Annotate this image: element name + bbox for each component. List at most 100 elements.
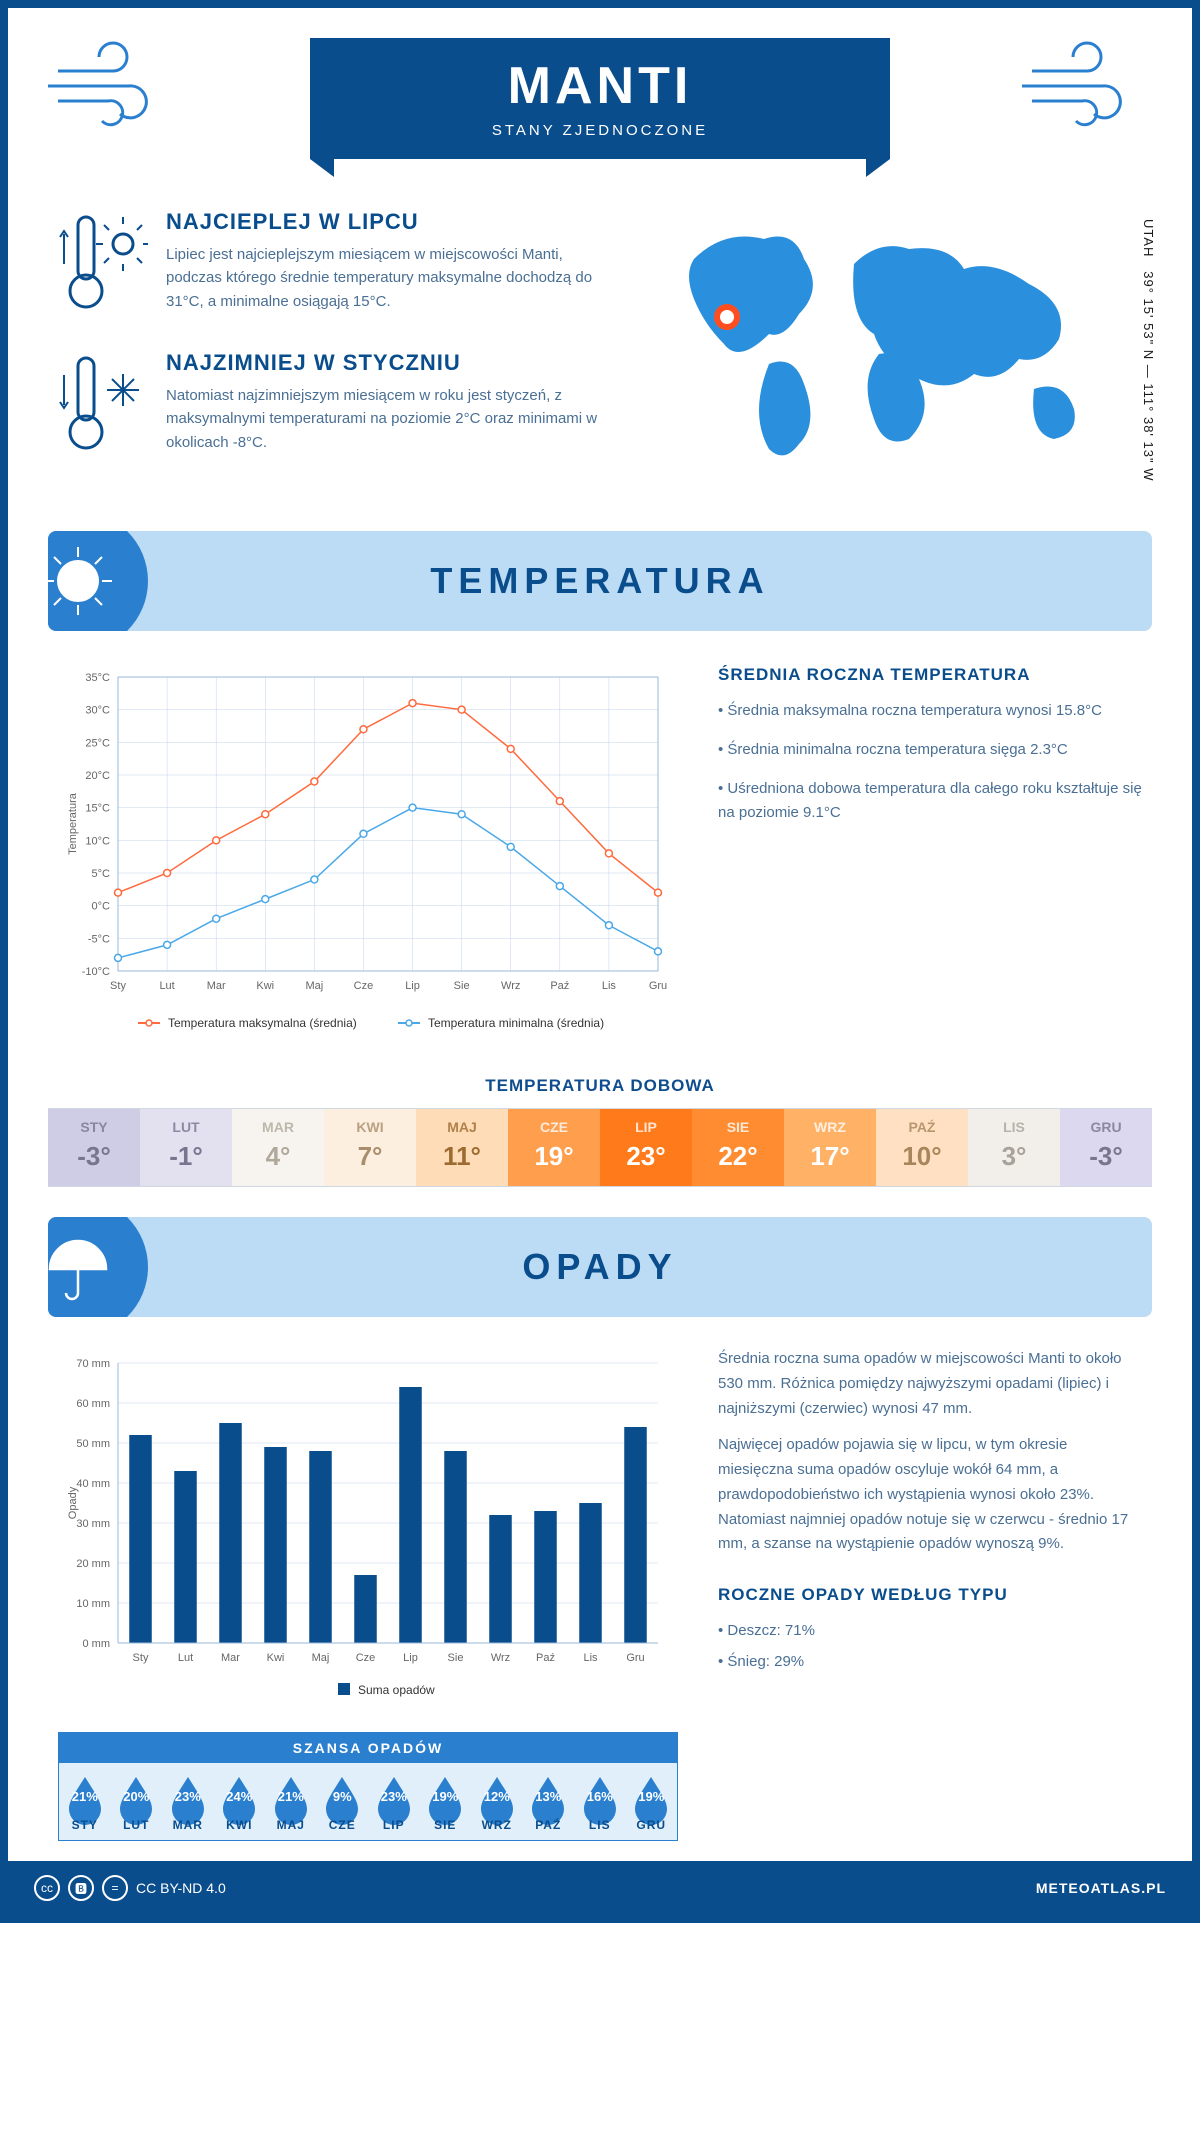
intro-facts: NAJCIEPLEJ W LIPCU Lipiec jest najcieple… (58, 209, 615, 491)
svg-text:50 mm: 50 mm (76, 1438, 110, 1450)
daily-temp-cell: WRZ17° (784, 1109, 876, 1186)
svg-text:40 mm: 40 mm (76, 1478, 110, 1490)
country-subtitle: STANY ZJEDNOCZONE (390, 122, 810, 139)
daily-temp-cell: STY-3° (48, 1109, 140, 1186)
umbrella-icon (48, 1217, 148, 1317)
svg-text:Lip: Lip (405, 980, 420, 992)
svg-text:Lut: Lut (159, 980, 174, 992)
svg-text:Opady: Opady (67, 1486, 79, 1519)
svg-text:Temperatura minimalna (średnia: Temperatura minimalna (średnia) (428, 1016, 604, 1030)
svg-text:Mar: Mar (221, 1652, 240, 1664)
svg-text:30°C: 30°C (85, 705, 110, 717)
fact-title: NAJZIMNIEJ W STYCZNIU (166, 350, 615, 376)
chance-cell: 20% LUT (111, 1763, 163, 1840)
region-label: UTAH (1141, 219, 1156, 257)
section-head-temperature: TEMPERATURA (48, 531, 1152, 631)
svg-text:10°C: 10°C (85, 835, 110, 847)
svg-text:35°C: 35°C (85, 672, 110, 684)
svg-text:Paź: Paź (536, 1652, 555, 1664)
chance-cell: 13% PAŹ (523, 1763, 575, 1840)
world-map: UTAH 39° 15' 53" N — 111° 38' 13" W (635, 209, 1142, 491)
chance-cell: 23% MAR (162, 1763, 214, 1840)
svg-text:Suma opadów: Suma opadów (358, 1683, 435, 1697)
svg-text:30 mm: 30 mm (76, 1518, 110, 1530)
svg-text:Lip: Lip (403, 1652, 418, 1664)
daily-temp-cell: MAJ11° (416, 1109, 508, 1186)
chance-cell: 21% STY (59, 1763, 111, 1840)
header: MANTI STANY ZJEDNOCZONE (8, 8, 1192, 179)
svg-text:Lis: Lis (602, 980, 617, 992)
infographic-frame: MANTI STANY ZJEDNOCZONE NAJCIEPLEJ W LIP… (0, 0, 1200, 1923)
chance-cell: 21% MAJ (265, 1763, 317, 1840)
precipitation-text: Średnia roczna suma opadów w miejscowośc… (718, 1347, 1142, 1841)
footer: cc 🅱 = CC BY-ND 4.0 METEOATLAS.PL (8, 1861, 1192, 1915)
svg-text:70 mm: 70 mm (76, 1358, 110, 1370)
chance-cell: 19% GRU (626, 1763, 678, 1840)
license-text: CC BY-ND 4.0 (136, 1880, 226, 1896)
license-badge: cc 🅱 = CC BY-ND 4.0 (34, 1875, 226, 1901)
svg-text:Kwi: Kwi (267, 1652, 285, 1664)
daily-temp-cell: LIP23° (600, 1109, 692, 1186)
svg-text:Gru: Gru (649, 980, 667, 992)
svg-text:Kwi: Kwi (256, 980, 274, 992)
fact-title: NAJCIEPLEJ W LIPCU (166, 209, 615, 235)
svg-text:Sty: Sty (133, 1652, 149, 1664)
chance-table: SZANSA OPADÓW 21% STY 20% LUT 23% MAR 24… (58, 1732, 678, 1841)
daily-temp-cell: PAŹ10° (876, 1109, 968, 1186)
title-banner: MANTI STANY ZJEDNOCZONE (310, 38, 890, 159)
svg-text:-5°C: -5°C (88, 933, 110, 945)
chance-cell: 16% LIS (574, 1763, 626, 1840)
svg-text:Sty: Sty (110, 980, 126, 992)
temperature-row: -10°C-5°C0°C5°C10°C15°C20°C25°C30°C35°CS… (8, 651, 1192, 1066)
svg-text:15°C: 15°C (85, 803, 110, 815)
temperature-line-chart: -10°C-5°C0°C5°C10°C15°C20°C25°C30°C35°CS… (58, 661, 678, 1046)
daily-temp-table: STY-3°LUT-1°MAR4°KWI7°MAJ11°CZE19°LIP23°… (48, 1108, 1152, 1187)
svg-text:Wrz: Wrz (491, 1652, 510, 1664)
wind-icon (48, 36, 178, 141)
daily-temp-cell: MAR4° (232, 1109, 324, 1186)
svg-text:5°C: 5°C (92, 868, 111, 880)
daily-temp-cell: SIE22° (692, 1109, 784, 1186)
section-title: OPADY (48, 1246, 1152, 1288)
svg-text:Sie: Sie (448, 1652, 464, 1664)
svg-text:Cze: Cze (354, 980, 374, 992)
svg-text:20 mm: 20 mm (76, 1558, 110, 1570)
site-brand: METEOATLAS.PL (1036, 1880, 1166, 1896)
precipitation-row: 0 mm10 mm20 mm30 mm40 mm50 mm60 mm70 mmS… (8, 1337, 1192, 1861)
stats-title: ŚREDNIA ROCZNA TEMPERATURA (718, 661, 1142, 689)
chance-cell: 23% LIP (368, 1763, 420, 1840)
svg-text:Sie: Sie (454, 980, 470, 992)
daily-temp-cell: LUT-1° (140, 1109, 232, 1186)
svg-text:20°C: 20°C (85, 770, 110, 782)
svg-text:Temperatura maksymalna (średni: Temperatura maksymalna (średnia) (168, 1016, 357, 1030)
daily-temp-cell: LIS3° (968, 1109, 1060, 1186)
svg-text:Mar: Mar (207, 980, 226, 992)
fact-coldest: NAJZIMNIEJ W STYCZNIU Natomiast najzimni… (58, 350, 615, 465)
stats-bullet: • Średnia minimalna roczna temperatura s… (718, 738, 1142, 763)
daily-temp-cell: GRU-3° (1060, 1109, 1152, 1186)
stats-bullet: • Średnia maksymalna roczna temperatura … (718, 699, 1142, 724)
section-head-precipitation: OPADY (48, 1217, 1152, 1317)
chance-cell: 12% WRZ (471, 1763, 523, 1840)
svg-text:Maj: Maj (312, 1652, 330, 1664)
city-title: MANTI (390, 56, 810, 116)
fact-text: Lipiec jest najcieplejszym miesiącem w m… (166, 243, 615, 313)
svg-text:0°C: 0°C (92, 901, 111, 913)
sun-icon (48, 531, 148, 631)
svg-text:Wrz: Wrz (501, 980, 520, 992)
svg-text:Gru: Gru (626, 1652, 644, 1664)
coordinates: UTAH 39° 15' 53" N — 111° 38' 13" W (1141, 219, 1156, 482)
stats-bullet: • Uśredniona dobowa temperatura dla całe… (718, 777, 1142, 827)
svg-text:Paź: Paź (550, 980, 569, 992)
daily-temp-cell: CZE19° (508, 1109, 600, 1186)
intro-section: NAJCIEPLEJ W LIPCU Lipiec jest najcieple… (8, 179, 1192, 511)
chance-cell: 19% SIE (420, 1763, 472, 1840)
svg-text:25°C: 25°C (85, 737, 110, 749)
temperature-stats: ŚREDNIA ROCZNA TEMPERATURA • Średnia mak… (718, 661, 1142, 1046)
precip-type-bullet: • Deszcz: 71% (718, 1619, 1142, 1644)
chance-cell: 9% CZE (317, 1763, 369, 1840)
svg-text:Lis: Lis (583, 1652, 598, 1664)
svg-text:Lut: Lut (178, 1652, 193, 1664)
latlon-label: 39° 15' 53" N — 111° 38' 13" W (1141, 271, 1156, 481)
nd-icon: = (102, 1875, 128, 1901)
